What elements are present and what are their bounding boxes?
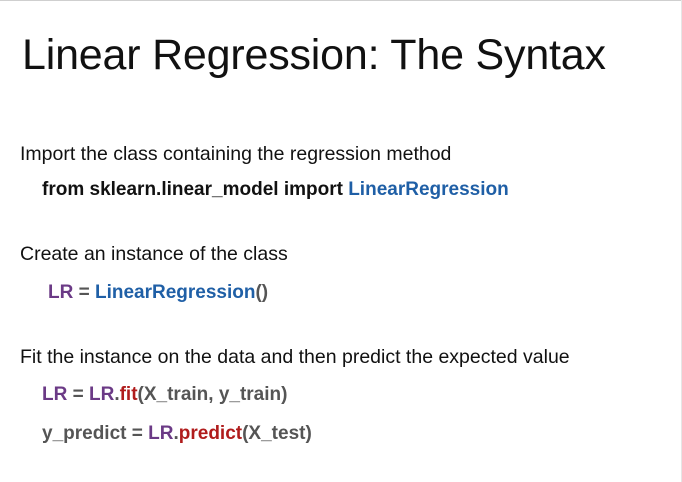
dot-token: . — [114, 384, 120, 405]
dot-token: . — [173, 423, 179, 444]
step-instance-description: Create an instance of the class — [20, 243, 288, 265]
import-statement-text: from sklearn.linear_model import — [42, 179, 349, 200]
method-predict-token: predict — [178, 423, 243, 444]
code-line-import: from sklearn.linear_model import LinearR… — [42, 178, 509, 202]
code-line-fit: LR = LR.fit(X_train, y_train) — [42, 383, 287, 407]
top-divider — [0, 0, 682, 1]
variable-y-predict-token: y_predict — [42, 423, 127, 444]
code-line-predict: y_predict = LR.predict(X_test) — [42, 422, 312, 446]
class-name-token: LinearRegression — [348, 179, 509, 200]
step-import-description: Import the class containing the regressi… — [20, 143, 452, 165]
step-fit-predict-description: Fit the instance on the data and then pr… — [20, 346, 570, 368]
variable-token: LR — [42, 384, 68, 405]
arguments-token: (X_train, y_train) — [137, 384, 288, 405]
class-name-token: LinearRegression — [94, 282, 256, 303]
assign-operator: = — [67, 384, 89, 405]
assign-operator: = — [73, 282, 95, 303]
slide-title: Linear Regression: The Syntax — [22, 31, 606, 79]
assign-operator: = — [126, 423, 149, 444]
code-line-instance: LR = LinearRegression() — [48, 281, 268, 305]
method-fit-token: fit — [119, 384, 138, 405]
variable-token: LR — [148, 423, 174, 444]
paren-token: () — [255, 282, 269, 303]
arguments-token: (X_test) — [242, 423, 312, 444]
variable-token: LR — [88, 384, 115, 405]
variable-token: LR — [48, 282, 74, 303]
